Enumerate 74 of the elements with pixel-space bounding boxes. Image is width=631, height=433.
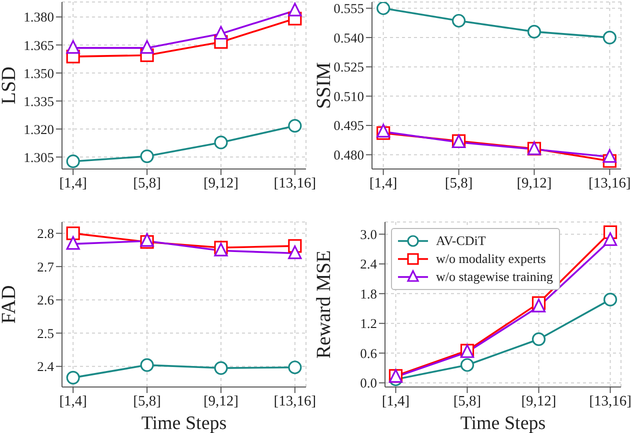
y-tick-label: 0.6: [360, 346, 378, 361]
legend-label: AV-CDiT: [436, 233, 486, 249]
y-tick-label: 1.365: [24, 38, 54, 53]
point: [288, 360, 302, 374]
x-tick-label: [1,4]: [59, 393, 87, 410]
point: [140, 40, 154, 54]
point: [602, 149, 616, 163]
x-tick-label: [9,12]: [203, 175, 238, 192]
x-tick-label: [9,12]: [521, 393, 556, 410]
legend-label: w/o modality experts: [436, 251, 546, 267]
x-tick-label: [5,8]: [444, 175, 473, 192]
point: [66, 370, 80, 384]
point: [527, 24, 542, 38]
point: [66, 226, 80, 240]
y-axis-title: Reward MSE: [313, 250, 336, 359]
y-axis-title: FAD: [0, 285, 20, 324]
x-tick-label: [1,4]: [369, 175, 398, 192]
x-tick-label: [13,16]: [588, 175, 631, 192]
y-tick-label: 0.525: [334, 60, 364, 75]
point: [603, 232, 618, 246]
x-tick-label: [1,4]: [59, 175, 87, 192]
point: [66, 236, 80, 250]
y-tick-label: 2.7: [37, 259, 54, 274]
y-tick-label: 1.320: [24, 122, 54, 137]
point: [603, 292, 618, 306]
point: [214, 136, 228, 150]
point: [140, 358, 154, 372]
x-tick-label: [5,8]: [133, 393, 161, 410]
point: [452, 14, 466, 28]
point: [602, 30, 616, 44]
point: [140, 150, 154, 164]
y-tick-label: 2.4: [360, 256, 378, 272]
y-tick-label: 1.8: [360, 286, 378, 302]
y-tick-label: 2.4: [37, 359, 54, 374]
y-axis-title: LSD: [0, 66, 20, 104]
y-tick-label: 1.335: [24, 94, 54, 109]
point: [460, 358, 474, 372]
point: [214, 361, 228, 375]
point: [532, 298, 546, 312]
y-tick-label: 2.8: [37, 226, 54, 242]
y-tick-label: 1.380: [24, 10, 54, 25]
y-tick-label: 0.495: [334, 118, 364, 134]
point: [376, 124, 390, 138]
point: [66, 40, 80, 54]
point: [214, 26, 228, 40]
x-tick-label: [9,12]: [203, 393, 238, 410]
x-tick-label: [9,12]: [516, 175, 552, 192]
y-tick-label: 0.510: [334, 88, 364, 104]
point: [376, 2, 390, 16]
y-tick-label: 1.305: [24, 150, 54, 165]
point: [288, 2, 302, 16]
x-axis-title: Time Steps: [460, 413, 546, 433]
y-tick-label: 1.350: [24, 66, 54, 81]
x-tick-label: [5,8]: [133, 175, 161, 192]
point: [66, 154, 80, 168]
point: [532, 332, 546, 346]
x-tick-label: [1,4]: [382, 393, 410, 410]
y-tick-label: 3.0: [360, 226, 378, 242]
y-tick-label: 1.2: [360, 316, 377, 332]
x-tick-label: [5,8]: [453, 393, 482, 410]
y-tick-label: 0.555: [334, 1, 364, 16]
y-tick-label: 2.6: [37, 292, 54, 308]
x-axis-title: Time Steps: [141, 413, 227, 433]
y-tick-label: 2.5: [37, 326, 54, 341]
y-tick-label: 0.540: [334, 30, 364, 46]
point: [288, 245, 302, 260]
legend-label: w/o stagewise training: [436, 269, 553, 285]
x-tick-label: [13,16]: [274, 393, 316, 410]
x-tick-label: [13,16]: [274, 175, 316, 192]
y-axis-title: SSIM: [313, 62, 336, 109]
y-tick-label: 0.480: [334, 148, 364, 163]
x-tick-label: [13,16]: [589, 393, 631, 410]
point: [288, 119, 302, 133]
y-tick-label: 0.0: [360, 376, 378, 391]
